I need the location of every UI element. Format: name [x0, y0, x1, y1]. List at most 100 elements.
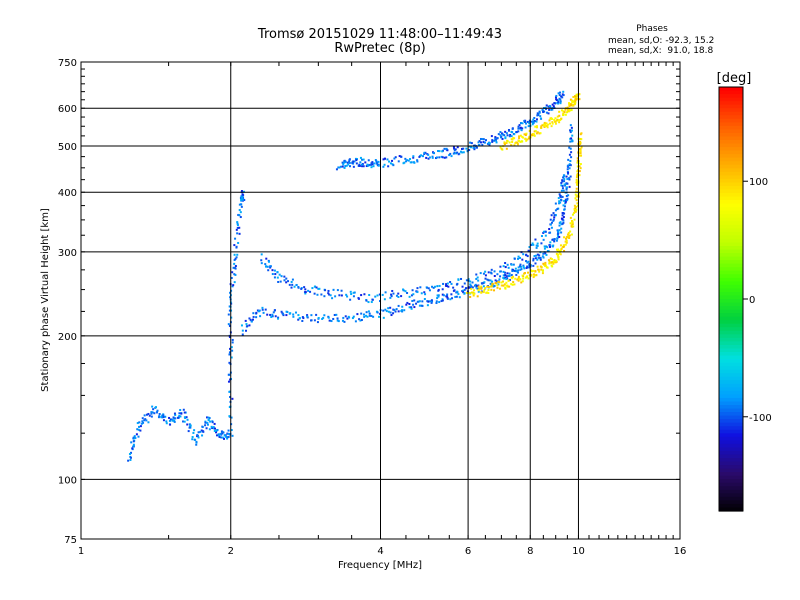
data-point: [169, 418, 172, 421]
data-point: [344, 315, 347, 318]
data-point: [461, 285, 464, 288]
data-point: [422, 155, 425, 158]
data-point: [315, 313, 318, 316]
data-point: [508, 285, 511, 288]
data-point: [565, 188, 568, 191]
data-point: [579, 154, 582, 157]
data-point: [568, 167, 571, 170]
data-point: [553, 259, 556, 262]
data-point: [548, 228, 551, 231]
data-point: [521, 140, 524, 143]
data-point: [554, 259, 557, 262]
data-point: [491, 140, 494, 143]
data-point: [507, 279, 510, 282]
data-point: [563, 180, 566, 183]
data-point: [519, 122, 522, 125]
data-point: [127, 459, 130, 462]
colorbar-segment: [719, 182, 743, 187]
data-point: [392, 312, 395, 315]
data-point: [204, 421, 207, 424]
data-point: [558, 221, 561, 224]
data-point: [358, 318, 361, 321]
data-point: [297, 314, 300, 317]
data-point: [548, 104, 551, 107]
data-point: [576, 202, 579, 205]
data-point: [481, 143, 484, 146]
data-point: [410, 294, 413, 297]
y-tick-label: 750: [58, 58, 77, 69]
data-point: [575, 187, 578, 190]
x-tick-label: 6: [465, 546, 471, 557]
data-point: [392, 164, 395, 167]
data-point: [229, 291, 232, 294]
data-point: [322, 316, 325, 319]
data-point: [525, 132, 528, 135]
data-point: [162, 416, 165, 419]
data-point: [260, 253, 263, 256]
data-point: [455, 283, 458, 286]
data-point: [416, 300, 419, 303]
data-point: [568, 153, 571, 156]
data-point: [330, 320, 333, 323]
data-point: [367, 310, 370, 313]
data-point: [566, 111, 569, 114]
data-point: [178, 412, 181, 415]
data-point: [292, 313, 295, 316]
data-point: [489, 279, 492, 282]
colorbar-segment: [719, 284, 743, 289]
data-point: [288, 283, 291, 286]
data-point: [521, 280, 524, 283]
data-point: [568, 234, 571, 237]
data-point: [367, 164, 370, 167]
data-point: [411, 299, 414, 302]
colorbar-segment: [719, 231, 743, 236]
data-point: [511, 268, 514, 271]
data-point: [441, 293, 444, 296]
data-point: [542, 238, 545, 241]
data-point: [505, 275, 508, 278]
colorbar-segment: [719, 383, 743, 388]
data-point: [532, 257, 535, 260]
data-point: [508, 272, 511, 275]
data-point: [383, 163, 386, 166]
data-point: [564, 200, 567, 203]
data-point: [411, 289, 414, 292]
data-point: [215, 431, 218, 434]
data-point: [532, 264, 535, 267]
data-point: [156, 409, 159, 412]
data-point: [557, 230, 560, 233]
data-point: [378, 315, 381, 318]
data-point: [534, 125, 537, 128]
data-point: [168, 416, 171, 419]
data-point: [566, 199, 569, 202]
data-point: [545, 122, 548, 125]
data-point: [565, 237, 568, 240]
data-point: [542, 252, 545, 255]
data-point: [556, 229, 559, 232]
data-point: [510, 263, 513, 266]
colorbar-segment: [719, 238, 743, 244]
data-point: [419, 286, 422, 289]
colorbar-segment: [719, 309, 743, 314]
data-point: [565, 175, 568, 178]
data-point: [327, 316, 330, 319]
data-point: [240, 324, 243, 327]
data-point: [549, 245, 552, 248]
data-point: [375, 162, 378, 165]
data-point: [192, 431, 195, 434]
data-point: [390, 314, 393, 317]
data-point: [455, 295, 458, 298]
data-point: [276, 276, 279, 279]
data-point: [227, 313, 230, 316]
data-point: [193, 438, 196, 441]
colorbar: 100 0 -100 [deg]: [717, 71, 772, 512]
data-point: [301, 316, 304, 319]
data-point: [555, 252, 558, 255]
data-point: [464, 287, 467, 290]
data-point: [410, 307, 413, 310]
colorbar-segment: [719, 475, 743, 480]
data-point: [565, 239, 568, 242]
data-point: [432, 286, 435, 289]
data-point: [533, 116, 536, 119]
data-point: [502, 277, 505, 280]
